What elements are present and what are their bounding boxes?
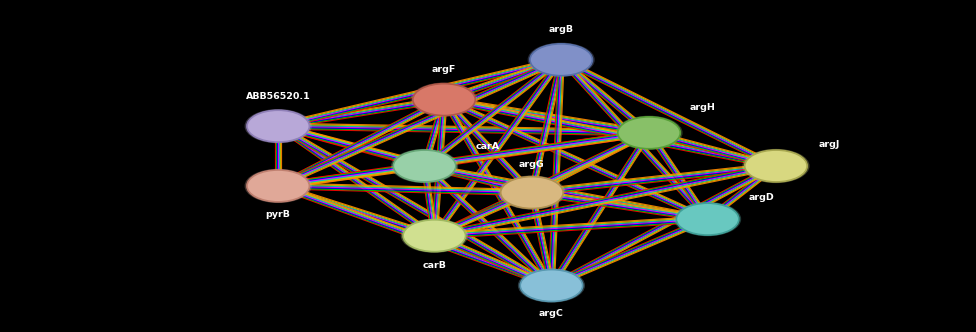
Text: argD: argD: [749, 193, 774, 202]
Ellipse shape: [676, 203, 739, 235]
Ellipse shape: [616, 116, 682, 150]
Text: ABB56520.1: ABB56520.1: [246, 92, 310, 101]
Ellipse shape: [520, 270, 583, 301]
Ellipse shape: [518, 268, 585, 303]
Ellipse shape: [743, 149, 809, 183]
Ellipse shape: [247, 110, 309, 142]
Text: argC: argC: [539, 309, 564, 318]
Ellipse shape: [391, 149, 458, 183]
Ellipse shape: [413, 84, 475, 116]
Text: carA: carA: [476, 141, 500, 151]
Ellipse shape: [530, 44, 592, 76]
Ellipse shape: [401, 218, 468, 253]
Text: pyrB: pyrB: [265, 209, 291, 219]
Text: carB: carB: [423, 261, 446, 270]
Ellipse shape: [499, 175, 565, 210]
Ellipse shape: [745, 150, 807, 182]
Ellipse shape: [674, 202, 741, 236]
Ellipse shape: [618, 117, 680, 149]
Ellipse shape: [501, 177, 563, 208]
Text: argJ: argJ: [819, 140, 840, 149]
Ellipse shape: [245, 169, 311, 203]
Ellipse shape: [411, 82, 477, 117]
Ellipse shape: [528, 42, 594, 77]
Text: argH: argH: [690, 103, 715, 113]
Text: argB: argB: [549, 25, 574, 35]
Ellipse shape: [245, 109, 311, 143]
Text: argG: argG: [519, 160, 545, 169]
Ellipse shape: [403, 220, 466, 252]
Ellipse shape: [247, 170, 309, 202]
Text: argF: argF: [432, 65, 456, 74]
Ellipse shape: [393, 150, 456, 182]
